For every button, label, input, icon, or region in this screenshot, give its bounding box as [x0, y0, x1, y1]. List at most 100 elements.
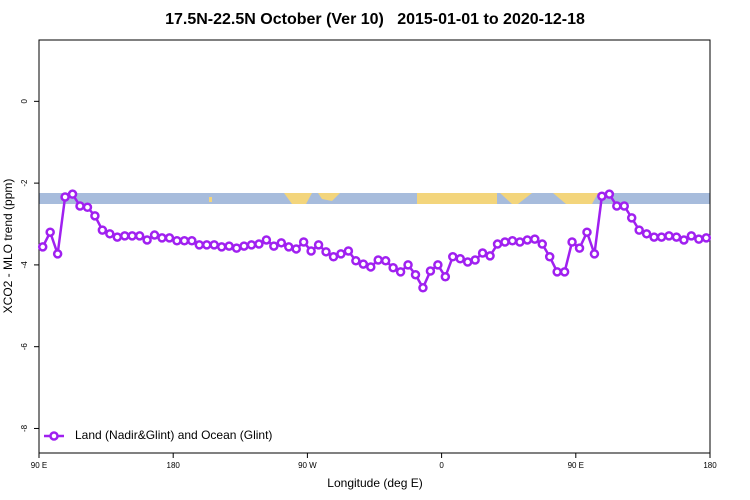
- data-point: [306, 246, 316, 256]
- data-point: [82, 202, 93, 212]
- data-point: [298, 237, 309, 247]
- data-point: [455, 254, 465, 264]
- land-band: [284, 193, 312, 204]
- data-point: [619, 201, 630, 211]
- data-point: [164, 233, 175, 243]
- data-point: [343, 246, 354, 256]
- data-point: [485, 251, 495, 261]
- x-tick-label: 90 W: [298, 461, 317, 470]
- y-tick-label: -4: [20, 261, 29, 269]
- data-point: [373, 255, 383, 265]
- data-point: [425, 266, 436, 276]
- data-point: [366, 262, 376, 272]
- data-point: [604, 189, 615, 199]
- data-point: [358, 259, 369, 269]
- data-point: [388, 263, 398, 273]
- data-point: [328, 251, 339, 262]
- data-point: [694, 234, 704, 244]
- data-point: [641, 229, 652, 239]
- data-point: [119, 231, 130, 241]
- data-point: [313, 240, 324, 250]
- data-point: [216, 242, 227, 252]
- data-point: [418, 283, 428, 293]
- data-point: [477, 248, 488, 258]
- data-point: [574, 243, 585, 253]
- land-band: [209, 197, 212, 202]
- data-point: [179, 236, 190, 246]
- data-point: [701, 233, 712, 243]
- chart-title: 17.5N-22.5N October (Ver 10) 2015-01-01 …: [165, 11, 585, 28]
- data-point: [254, 239, 264, 249]
- data-point: [97, 225, 108, 235]
- x-tick-label: 90 E: [31, 461, 47, 470]
- x-axis-label: Longitude (deg E): [327, 476, 422, 490]
- data-point: [448, 251, 458, 262]
- data-point: [626, 213, 637, 223]
- data-point: [261, 235, 272, 245]
- data-point: [649, 232, 659, 242]
- data-point: [67, 189, 78, 199]
- data-point: [127, 231, 137, 241]
- data-point: [172, 236, 182, 246]
- data-point: [559, 267, 570, 277]
- land-band: [417, 193, 497, 204]
- data-point: [492, 239, 503, 249]
- data-point: [209, 240, 219, 250]
- x-tick-label: 90 E: [568, 461, 584, 470]
- data-point: [291, 244, 301, 254]
- data-point: [134, 231, 145, 241]
- data-point: [634, 225, 644, 235]
- data-point: [351, 256, 361, 266]
- land-ocean-band: [39, 193, 710, 204]
- data-point: [440, 272, 451, 282]
- data-point: [507, 236, 518, 246]
- data-point: [537, 239, 547, 249]
- data-point: [284, 242, 294, 252]
- series-line: [41, 192, 707, 291]
- x-tick-label: 180: [703, 461, 717, 470]
- data-point: [500, 237, 510, 247]
- land-band: [553, 193, 598, 204]
- data-point: [246, 240, 257, 250]
- land-band: [500, 193, 532, 204]
- land-band: [318, 193, 340, 201]
- data-point: [410, 269, 421, 280]
- y-tick-label: -2: [20, 179, 29, 187]
- data-point: [105, 229, 115, 239]
- data-point: [52, 249, 63, 259]
- data-point: [664, 231, 674, 241]
- data-point: [149, 230, 160, 240]
- data-point: [231, 243, 242, 253]
- y-tick-label: -6: [20, 343, 29, 351]
- data-point: [470, 255, 480, 265]
- data-point: [75, 201, 85, 211]
- data-point: [567, 237, 577, 247]
- plot-frame: [38, 39, 711, 454]
- data-point: [552, 267, 562, 277]
- data-point: [597, 191, 607, 201]
- data-point: [612, 201, 622, 211]
- data-point: [395, 267, 406, 277]
- data-point: [336, 249, 346, 259]
- y-tick-label: 0: [20, 99, 29, 104]
- data-point: [515, 237, 525, 247]
- y-tick-label: -8: [20, 424, 29, 432]
- ocean-band: [39, 193, 710, 204]
- data-point: [112, 232, 123, 242]
- data-point: [671, 232, 682, 242]
- data-point: [157, 233, 167, 243]
- data-point: [522, 235, 533, 245]
- data-point: [187, 236, 197, 246]
- data-point: [380, 256, 391, 266]
- data-point: [462, 257, 473, 267]
- data-point: [530, 234, 540, 244]
- x-tick-label: 180: [167, 461, 181, 470]
- data-point: [45, 227, 55, 237]
- legend-label: Land (Nadir&Glint) and Ocean (Glint): [75, 428, 272, 442]
- x-tick-label: 0: [439, 461, 444, 470]
- data-point: [194, 240, 205, 250]
- data-point: [90, 211, 100, 221]
- data-point: [321, 247, 331, 257]
- data-point: [239, 241, 249, 251]
